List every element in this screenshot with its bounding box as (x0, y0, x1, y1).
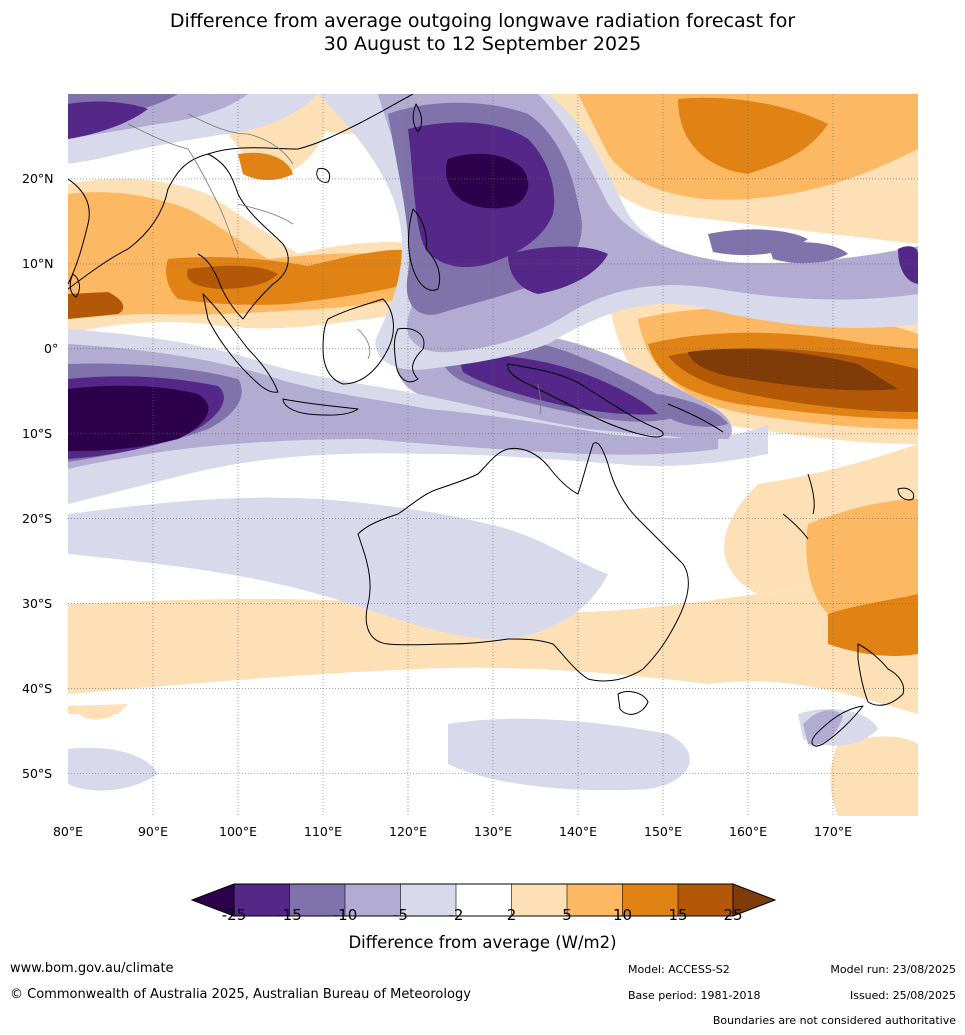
base-period-text: Base period: 1981-2018 (628, 989, 761, 1002)
chart-title: Difference from average outgoing longwav… (0, 10, 965, 56)
anomaly-map (68, 94, 918, 816)
new-zealand-south-island (811, 705, 864, 747)
website-link[interactable]: www.bom.gov.au/climate (10, 961, 174, 976)
solomon-islands-coastline (667, 403, 724, 433)
lon-tick-90e: 90°E (137, 824, 169, 839)
map-svg (68, 94, 918, 816)
colorbar-title: Difference from average (W/m2) (348, 933, 617, 952)
model-text: Model: ACCESS-S2 (628, 963, 730, 976)
colorbar-label-7: 10 (612, 906, 633, 924)
colorbar-swatch-2 (289, 884, 345, 916)
borneo-coastline (322, 298, 394, 385)
australia-coastline (357, 442, 689, 682)
colorbar-swatch-4 (400, 884, 456, 916)
negative-anomaly-regions (68, 94, 918, 791)
colorbar-label-9: 25 (723, 906, 743, 924)
colorbar-label-8: 15 (668, 906, 688, 924)
lat-tick-0: 0° (44, 341, 59, 356)
lat-tick-10n: 10°N (22, 256, 54, 271)
country-borders (127, 113, 542, 415)
colorbar-swatch-1 (234, 884, 290, 916)
positive-anomaly-regions (68, 94, 918, 816)
sulawesi-coastline (393, 327, 425, 383)
lon-tick-150e: 150°E (643, 824, 683, 839)
new-zealand-north-island (857, 643, 905, 706)
colorbar-label-5: 2 (506, 906, 517, 924)
philippines-coastline (408, 208, 441, 291)
lon-tick-130e: 130°E (473, 824, 513, 839)
colorbar-label-6: 5 (562, 906, 572, 924)
colorbar-label-0: -25 (221, 906, 247, 924)
colorbar-swatch-5 (456, 884, 512, 916)
colorbar-swatch-7 (567, 884, 623, 916)
colorbar-label-1: -15 (277, 906, 302, 924)
disclaimer-text: Boundaries are not considered authoritat… (712, 1014, 956, 1027)
colorbar-swatch-6 (511, 884, 567, 916)
lat-tick-40s: 40°S (22, 681, 53, 696)
map-gridlines (68, 94, 918, 816)
lon-tick-110e: 110°E (303, 824, 343, 839)
fiji-coastline (897, 487, 915, 501)
vanuatu-coastline (807, 473, 815, 515)
new-guinea-coastline (507, 363, 664, 438)
colorbar-label-3: -5 (393, 906, 408, 924)
title-line-1: Difference from average outgoing longwav… (169, 10, 796, 32)
issued-text: Issued: 25/08/2025 (849, 989, 956, 1002)
lon-tick-160e: 160°E (728, 824, 768, 839)
lat-tick-20n: 20°N (22, 171, 54, 186)
colorbar (190, 883, 777, 917)
lat-tick-50s: 50°S (22, 766, 53, 781)
hainan-coastline (316, 167, 331, 183)
colorbar-swatch-9 (678, 884, 733, 916)
sri-lanka-coastline (69, 273, 81, 298)
colorbar-label-2: -10 (332, 906, 358, 924)
title-line-2: 30 August to 12 September 2025 (323, 33, 642, 55)
colorbar-swatch-8 (622, 884, 678, 916)
asia-mainland-coastline (68, 94, 414, 320)
lon-tick-120e: 120°E (388, 824, 428, 839)
colorbar-swatch-3 (345, 884, 401, 916)
lon-tick-80e: 80°E (52, 824, 84, 839)
lat-tick-10s: 10°S (22, 426, 53, 441)
lat-tick-30s: 30°S (22, 596, 53, 611)
coastlines (68, 94, 915, 747)
lat-tick-20s: 20°S (22, 511, 53, 526)
india-coastline (68, 178, 90, 285)
java-coastline (282, 398, 359, 416)
lon-tick-140e: 140°E (558, 824, 598, 839)
new-caledonia-coastline (782, 513, 809, 540)
lon-tick-100e: 100°E (218, 824, 258, 839)
taiwan-coastline (412, 103, 423, 133)
lon-tick-170e: 170°E (813, 824, 853, 839)
copyright-text: © Commonwealth of Australia 2025, Austra… (10, 987, 471, 1002)
sumatra-coastline (202, 293, 279, 393)
colorbar-label-4: -2 (448, 906, 464, 924)
tasmania-coastline (617, 691, 649, 715)
model-run-text: Model run: 23/08/2025 (830, 963, 956, 976)
